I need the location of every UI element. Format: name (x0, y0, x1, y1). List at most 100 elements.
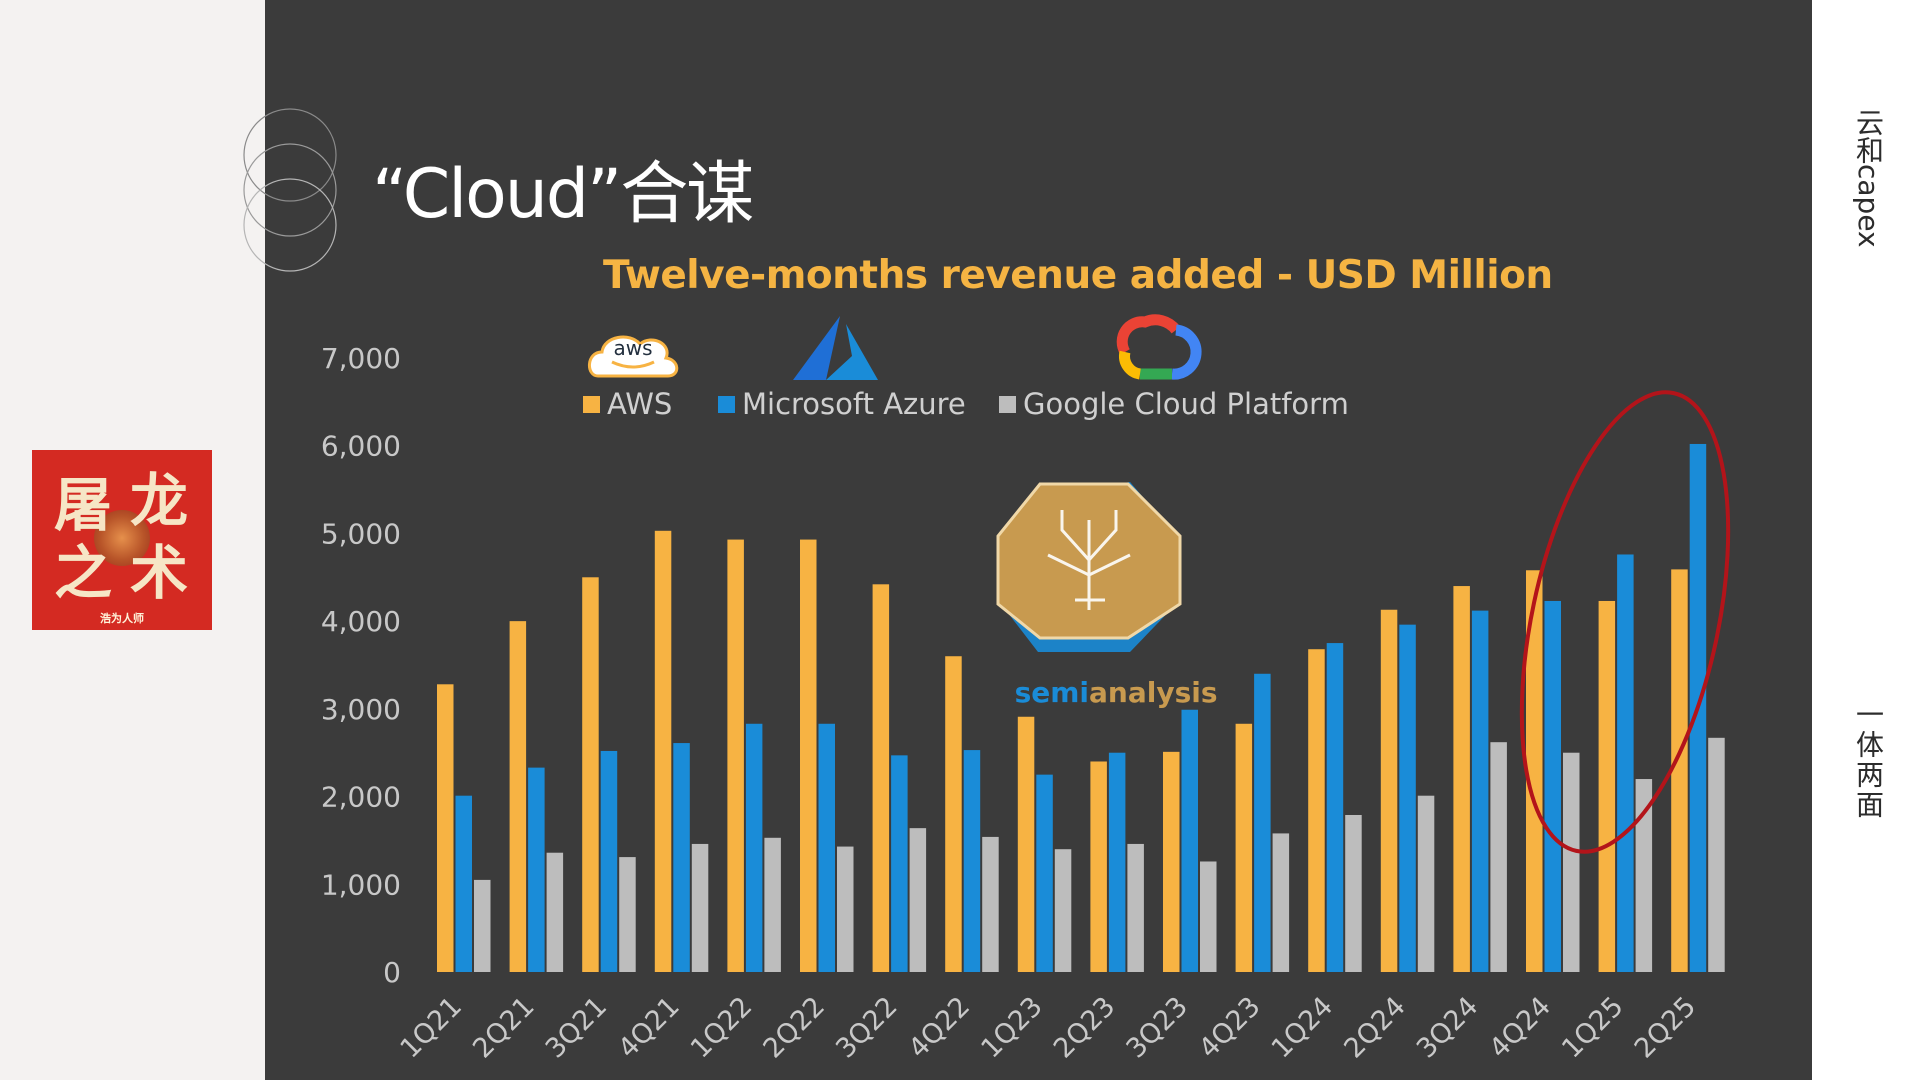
bar-azure-2Q23 (1108, 752, 1126, 972)
bar-azure-3Q21 (600, 750, 618, 972)
y-tick-label: 6,000 (321, 430, 401, 463)
bar-azure-1Q24 (1326, 643, 1344, 972)
side-label-bottom: 一体两面 (1852, 700, 1885, 820)
x-tick-label: 2Q21 (467, 991, 540, 1064)
bar-gcp-1Q21 (474, 879, 491, 972)
legend-swatch-aws (583, 395, 600, 413)
y-tick-label: 7,000 (321, 342, 401, 375)
bar-azure-2Q24 (1399, 624, 1416, 972)
chart-title: Twelve-months revenue added - USD Millio… (603, 253, 1553, 298)
chart-legend: AWS Microsoft Azure Google Cloud Platfor… (0, 386, 1920, 426)
x-tick-label: 3Q24 (1411, 991, 1484, 1064)
bar-aws-2Q24 (1380, 609, 1398, 972)
legend-item-azure: Microsoft Azure (718, 386, 966, 422)
highlight-ellipse (1519, 390, 1731, 854)
bar-gcp-1Q24 (1345, 814, 1362, 972)
legend-label-azure: Microsoft Azure (742, 387, 966, 421)
y-tick-label: 2,000 (321, 781, 401, 814)
bar-azure-1Q23 (1036, 774, 1053, 972)
bar-azure-2Q21 (528, 767, 545, 972)
right-margin (1812, 0, 1920, 1080)
bar-gcp-3Q22 (909, 828, 927, 972)
watermark-text-analysis: analysis (1089, 676, 1218, 709)
bar-gcp-2Q25 (1708, 737, 1725, 972)
bar-gcp-1Q22 (764, 837, 781, 972)
bar-aws-3Q22 (872, 584, 890, 972)
bar-aws-1Q24 (1308, 649, 1325, 972)
bar-azure-3Q22 (891, 755, 908, 972)
bar-aws-4Q24 (1526, 570, 1543, 972)
stamp-glyph-1: 屠 (54, 471, 113, 539)
stamp-glyph-2: 龙 (130, 467, 189, 535)
y-tick-label: 3,000 (321, 693, 401, 726)
y-tick-label: 5,000 (321, 517, 401, 550)
aws-logo-text: aws (613, 336, 652, 360)
semianalysis-watermark: semi analysis (996, 482, 1218, 709)
bar-aws-2Q21 (509, 621, 527, 972)
side-label-top: 云和capex (1852, 108, 1885, 248)
bar-gcp-2Q23 (1127, 843, 1144, 972)
y-tick-label: 4,000 (321, 605, 401, 638)
bar-gcp-4Q21 (691, 843, 709, 972)
bar-azure-2Q22 (818, 723, 835, 972)
bar-aws-1Q21 (437, 684, 454, 972)
x-tick-label: 4Q24 (1484, 991, 1557, 1064)
legend-swatch-gcp (999, 395, 1016, 413)
bar-aws-4Q22 (945, 656, 962, 972)
bar-aws-2Q25 (1671, 569, 1688, 972)
bar-aws-1Q25 (1598, 600, 1616, 972)
bar-gcp-2Q24 (1417, 795, 1435, 972)
x-tick-label: 4Q21 (612, 991, 685, 1064)
legend-swatch-azure (718, 395, 735, 413)
legend-label-aws: AWS (607, 387, 673, 421)
x-tick-label: 3Q22 (830, 991, 903, 1064)
stamp-caption: 浩为人师 (100, 612, 144, 625)
bar-azure-4Q21 (673, 743, 690, 972)
bar-gcp-2Q22 (837, 846, 854, 972)
x-tick-label: 1Q25 (1556, 991, 1629, 1064)
watermark-text-semi: semi (1015, 676, 1089, 709)
slide-title: “Cloud”合谋 (372, 155, 754, 234)
bar-gcp-4Q22 (982, 836, 999, 972)
bar-aws-4Q23 (1235, 723, 1253, 972)
bar-gcp-3Q23 (1200, 861, 1217, 972)
bar-aws-2Q22 (800, 539, 817, 972)
legend-item-gcp: Google Cloud Platform (999, 386, 1349, 422)
bar-gcp-3Q24 (1490, 742, 1507, 972)
stamp-logo: 屠 龙 之 术 浩为人师 (32, 450, 212, 630)
bar-aws-1Q22 (727, 539, 744, 972)
bar-gcp-1Q23 (1054, 849, 1072, 972)
x-tick-label: 4Q23 (1193, 991, 1266, 1064)
bar-aws-3Q21 (582, 577, 599, 972)
stamp-glyph-3: 之 (54, 539, 113, 607)
y-tick-label: 1,000 (321, 868, 401, 901)
bar-gcp-4Q24 (1563, 752, 1580, 972)
x-tick-label: 4Q22 (903, 991, 976, 1064)
stamp-glyph-4: 术 (130, 539, 189, 607)
bar-aws-2Q23 (1090, 761, 1107, 972)
y-tick-label: 0 (383, 956, 401, 989)
bar-aws-1Q23 (1017, 716, 1035, 972)
x-tick-label: 1Q22 (685, 991, 758, 1064)
bar-gcp-3Q21 (619, 857, 636, 972)
bar-aws-4Q21 (654, 530, 672, 972)
bar-azure-4Q24 (1544, 600, 1561, 972)
x-tick-label: 1Q23 (975, 991, 1048, 1064)
x-tick-label: 2Q24 (1338, 991, 1411, 1064)
bar-aws-3Q23 (1163, 751, 1180, 972)
bar-azure-4Q23 (1254, 673, 1271, 972)
x-tick-label: 2Q22 (758, 991, 831, 1064)
x-tick-label: 3Q21 (540, 991, 613, 1064)
decorative-circles (243, 108, 337, 272)
bar-azure-3Q24 (1471, 610, 1489, 972)
bar-aws-3Q24 (1453, 586, 1470, 972)
x-tick-label: 2Q25 (1629, 991, 1702, 1064)
bar-azure-4Q22 (963, 750, 981, 972)
x-tick-label: 1Q21 (395, 991, 468, 1064)
google-cloud-logo-icon (1116, 314, 1202, 380)
bar-gcp-1Q25 (1635, 779, 1653, 972)
aws-logo-icon: aws (588, 335, 679, 378)
bar-gcp-2Q21 (546, 852, 564, 972)
bar-azure-1Q22 (745, 723, 763, 972)
